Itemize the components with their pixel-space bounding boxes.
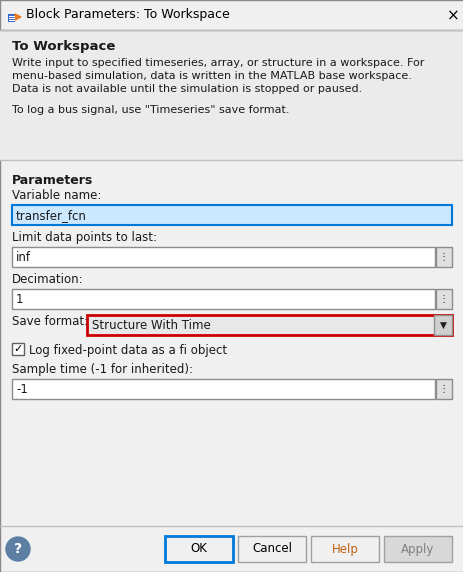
- Bar: [87, 315, 451, 335]
- Text: ⋮: ⋮: [438, 252, 448, 262]
- Text: Parameters: Parameters: [12, 174, 93, 187]
- Bar: [0, 0, 463, 30]
- Text: Decimation:: Decimation:: [12, 273, 83, 286]
- Text: 1: 1: [16, 293, 24, 306]
- Text: ▼: ▼: [438, 320, 445, 329]
- Text: inf: inf: [16, 251, 31, 264]
- Bar: [238, 536, 305, 562]
- Text: ✓: ✓: [13, 344, 23, 354]
- Text: ⋮: ⋮: [438, 384, 448, 394]
- Text: Block Parameters: To Workspace: Block Parameters: To Workspace: [26, 8, 229, 21]
- Text: -1: -1: [16, 383, 28, 396]
- Text: Variable name:: Variable name:: [12, 189, 101, 202]
- Bar: [435, 289, 451, 309]
- Bar: [435, 379, 451, 399]
- Text: ⋮: ⋮: [438, 294, 448, 304]
- Bar: [310, 536, 378, 562]
- Text: To log a bus signal, use "Timeseries" save format.: To log a bus signal, use "Timeseries" sa…: [12, 105, 289, 115]
- Bar: [12, 343, 24, 355]
- Text: OK: OK: [190, 542, 207, 555]
- Bar: [165, 536, 232, 562]
- Text: menu-based simulation, data is written in the MATLAB base workspace.: menu-based simulation, data is written i…: [12, 71, 411, 81]
- Bar: [12, 289, 434, 309]
- Text: Cancel: Cancel: [251, 542, 291, 555]
- Bar: [8, 14, 15, 22]
- Text: Structure With Time: Structure With Time: [92, 319, 210, 332]
- Text: Data is not available until the simulation is stopped or paused.: Data is not available until the simulati…: [12, 84, 362, 94]
- Polygon shape: [15, 14, 21, 20]
- Bar: [12, 247, 434, 267]
- Text: Log fixed-point data as a fi object: Log fixed-point data as a fi object: [29, 344, 226, 357]
- Bar: [383, 536, 451, 562]
- Text: Sample time (-1 for inherited):: Sample time (-1 for inherited):: [12, 363, 193, 376]
- Text: Help: Help: [331, 542, 357, 555]
- Circle shape: [6, 537, 30, 561]
- Text: Limit data points to last:: Limit data points to last:: [12, 231, 156, 244]
- Bar: [433, 315, 451, 335]
- Bar: [12, 379, 434, 399]
- Text: Save format:: Save format:: [12, 315, 88, 328]
- Text: Apply: Apply: [400, 542, 434, 555]
- Text: ?: ?: [14, 542, 22, 556]
- Text: ×: ×: [446, 8, 459, 23]
- Text: transfer_fcn: transfer_fcn: [16, 209, 87, 222]
- Text: To Workspace: To Workspace: [12, 40, 115, 53]
- Bar: [435, 247, 451, 267]
- Bar: [12, 205, 451, 225]
- Bar: [0, 30, 463, 160]
- Text: Write input to specified timeseries, array, or structure in a workspace. For: Write input to specified timeseries, arr…: [12, 58, 424, 68]
